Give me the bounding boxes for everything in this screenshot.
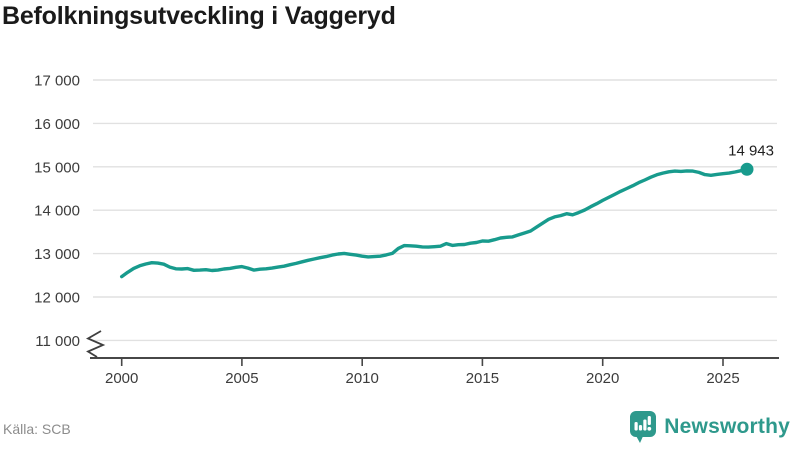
y-axis-tick-label: 14 000 bbox=[34, 203, 80, 220]
y-axis-tick-label: 15 000 bbox=[34, 159, 80, 176]
y-axis-tick-label: 13 000 bbox=[34, 246, 80, 263]
x-axis-tick-label: 2000 bbox=[105, 370, 138, 387]
newsworthy-brand: Newsworthy bbox=[629, 410, 790, 444]
logo-bar-2 bbox=[639, 425, 643, 431]
chart-title: Befolkningsutveckling i Vaggeryd bbox=[2, 2, 396, 30]
logo-bubble bbox=[630, 411, 657, 437]
axis-break-icon bbox=[86, 330, 106, 358]
x-axis-tick-label: 2005 bbox=[225, 370, 258, 387]
y-axis-tick-label: 17 000 bbox=[34, 73, 80, 90]
logo-exclamation-stem bbox=[647, 416, 652, 425]
logo-bar-3 bbox=[643, 419, 647, 431]
population-series-line bbox=[119, 167, 749, 279]
newsworthy-logo-icon bbox=[630, 411, 657, 443]
x-axis-tick-label: 2020 bbox=[586, 370, 619, 387]
x-axis-tick-label: 2015 bbox=[466, 370, 499, 387]
logo-bar-1 bbox=[634, 422, 638, 431]
logo-bubble-tail bbox=[635, 434, 645, 443]
population-line-chart: 17 000 16 000 15 000 14 000 13 000 12 000 11 0… bbox=[34, 73, 779, 387]
x-axis-tick-label: 2010 bbox=[346, 370, 379, 387]
y-axis-tick-label: 12 000 bbox=[34, 290, 80, 307]
y-axis-tick-label: 11 000 bbox=[35, 333, 80, 350]
x-axis-tick-label: 2025 bbox=[706, 370, 739, 387]
y-axis-tick-label: 16 000 bbox=[34, 116, 80, 133]
logo-exclamation-dot bbox=[647, 426, 652, 431]
latest-value-label: 14 943 bbox=[728, 142, 774, 159]
latest-value-dot bbox=[740, 162, 754, 176]
newsworthy-wordmark: Newsworthy bbox=[664, 415, 790, 438]
source-note: Källa: SCB bbox=[3, 421, 71, 437]
